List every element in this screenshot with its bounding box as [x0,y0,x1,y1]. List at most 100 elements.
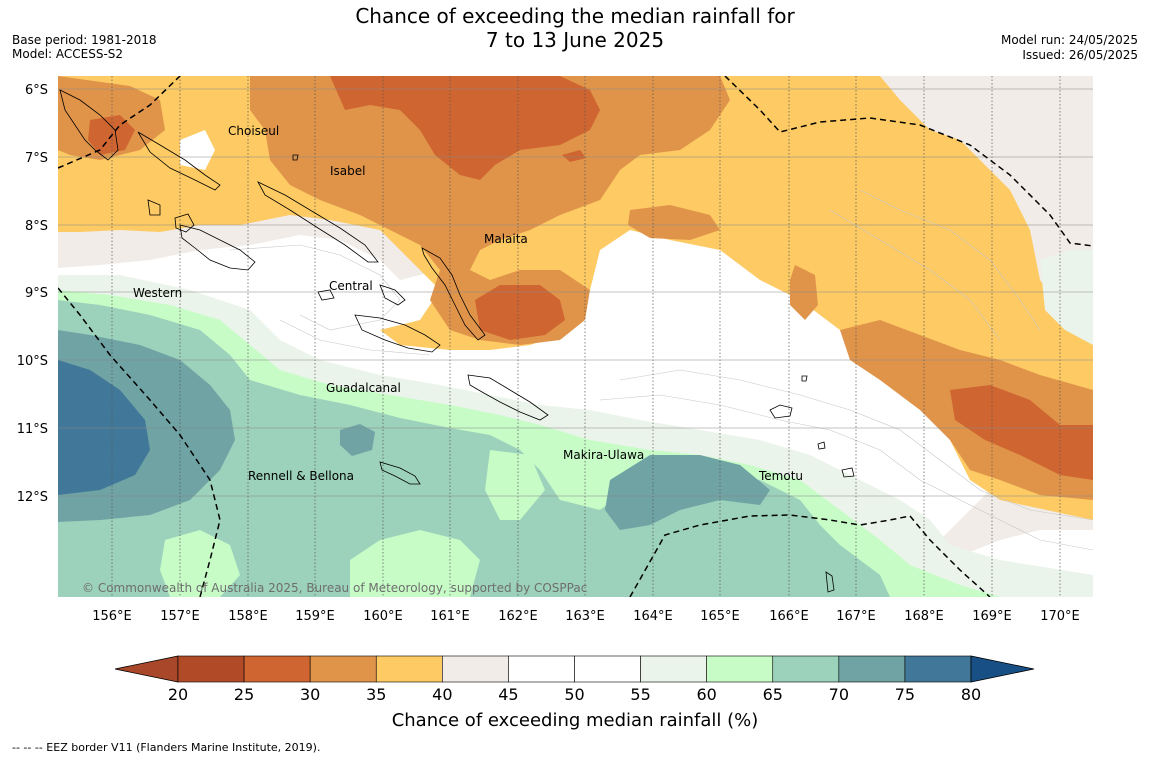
place-labels: Choiseul Isabel Malaita Central Western … [133,124,803,483]
contour-25-30-east [950,385,1093,480]
contour-70-75-makira [605,455,770,530]
colorbar-segment [574,655,641,683]
lat-label: 12°S [17,490,48,505]
lat-label: 11°S [17,422,48,437]
colorbar-segment [508,655,575,683]
lon-label: 156°E [92,609,132,624]
map-title-line1: Chance of exceeding the median rainfall … [355,4,795,28]
contour-70-75-small [340,424,375,456]
colorbar-segment [177,655,245,683]
island-small1 [817,441,826,450]
lat-label: 7°S [25,151,48,166]
place-label-temotu: Temotu [758,469,803,483]
place-label-isabel: Isabel [330,164,365,178]
lon-label: 159°E [295,609,335,624]
lat-label: 10°S [17,354,48,369]
island-russell [317,289,335,301]
contour-60-65-hole2 [350,530,480,597]
graticule [111,76,1061,597]
island-bougainville [59,89,119,161]
island-new-georgia [179,224,256,271]
colorbar-tick-label: 65 [763,685,783,704]
place-label-western: Western [133,286,182,300]
lat-label: 6°S [25,83,48,98]
colorbar-tick-labels: 20 25 30 35 40 45 50 55 60 65 70 75 80 [168,685,981,704]
colorbar-extend-low [114,655,179,683]
colorbar-tick-label: 45 [498,685,518,704]
contour-40-45-ne [880,76,1093,120]
eez-legend-note: -- -- -- EEZ border V11 (Flanders Marine… [12,741,321,754]
island-isabel [257,181,379,263]
colorbar [114,655,1035,683]
place-label-malaita: Malaita [484,232,528,246]
lon-label: 170°E [1040,609,1080,624]
lon-label: 157°E [160,609,200,624]
island-small3 [292,154,299,161]
lon-label: 166°E [769,609,809,624]
latitude-lines [58,88,1093,497]
colorbar-title: Chance of exceeding median rainfall (%) [392,710,759,731]
island-malaita [421,247,486,341]
lon-label: 169°E [972,609,1012,624]
model-name: Model: ACCESS-S2 [12,47,124,61]
island-guadalcanal [354,314,441,353]
contour-25-30 [330,76,600,180]
colorbar-segment [772,655,840,683]
eez-border [58,76,1093,597]
colorbar-extend-high [970,655,1035,683]
contour-30-35-small [790,265,818,320]
place-label-rennell-bellona: Rennell & Bellona [248,469,354,483]
place-label-makira-ulawa: Makira-Ulawa [563,448,644,462]
probability-contours: Choiseul Isabel Malaita Central Western … [58,76,1093,597]
contour-75-80 [58,360,150,495]
copyright-notice: © Commonwealth of Australia 2025, Bureau… [82,581,587,595]
contour-30-35 [250,76,730,345]
place-label-choiseul: Choiseul [228,124,279,138]
lon-label: 162°E [498,609,538,624]
island-makira [467,374,549,421]
lon-label: 168°E [904,609,944,624]
lat-label: 9°S [25,286,48,301]
contour-55-60-east [1040,250,1093,345]
island-tikopia [825,571,835,593]
island-florida [379,284,406,306]
contour-25-30-tiny [562,150,586,162]
contour-25-30-malaita [475,285,565,340]
colorbar-tick-label: 40 [432,685,452,704]
island-shortland [147,199,161,216]
lon-label: 163°E [565,609,605,624]
lon-label: 165°E [700,609,740,624]
colorbar-segment [904,655,972,683]
colorbar-segment [375,655,443,683]
colorbar-tick-label: 35 [366,685,386,704]
colorbar-segment [309,655,377,683]
contour-60-65-hole3 [485,450,545,520]
base-period: Base period: 1981-2018 [12,33,157,47]
island-choiseul [137,131,221,191]
lon-label: 161°E [430,609,470,624]
issued-date: Issued: 26/05/2025 [1022,48,1138,62]
lon-label: 158°E [228,609,268,624]
island-temotu [841,467,855,478]
island-rennell [379,461,421,485]
colorbar-tick-label: 60 [696,685,716,704]
contour-lines [229,189,1093,551]
lon-label: 164°E [633,609,673,624]
colorbar-tick-label: 75 [895,685,915,704]
colorbar-segment [640,655,707,683]
colorbar-segment [838,655,906,683]
colorbar-tick-label: 80 [961,685,981,704]
longitude-labels: 156°E 157°E 158°E 159°E 160°E 161°E 162°… [92,609,1080,624]
colorbar-tick-label: 50 [564,685,584,704]
map-title-line2: 7 to 13 June 2025 [485,28,665,52]
island-santa-cruz [769,404,793,419]
colorbar-segment [243,655,311,683]
contour-65-70 [58,300,890,597]
island-small2 [801,375,808,382]
islands [59,89,855,593]
colorbar-tick-label: 55 [630,685,650,704]
lon-label: 160°E [363,609,403,624]
model-run-date: Model run: 24/05/2025 [1000,33,1138,47]
place-label-central: Central [329,279,373,293]
